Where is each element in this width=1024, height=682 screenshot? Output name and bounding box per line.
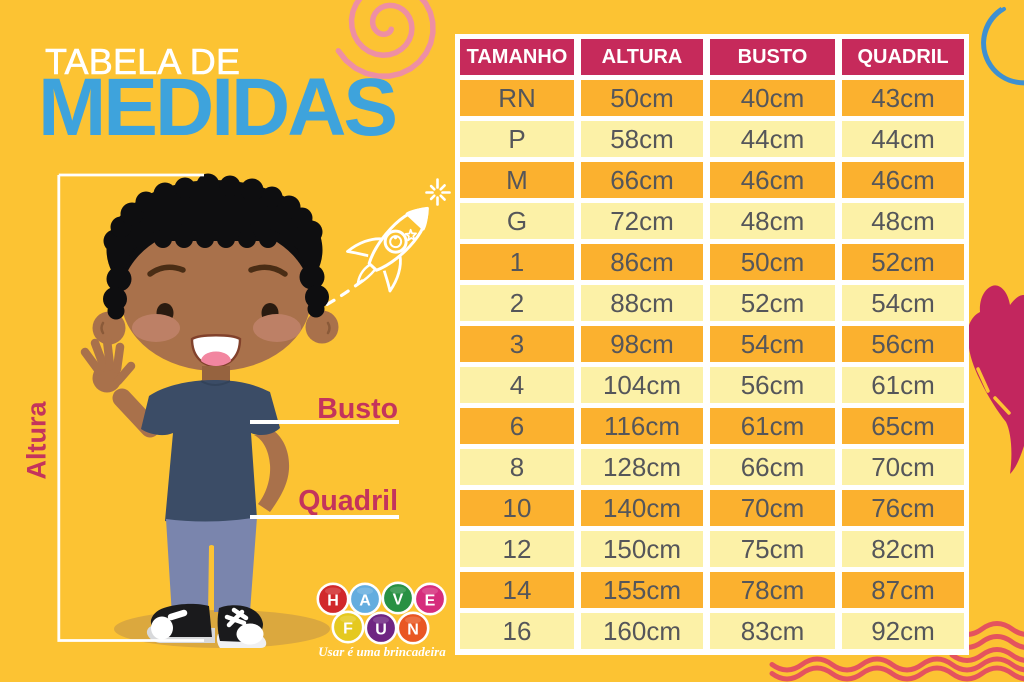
- svg-text:U: U: [375, 622, 387, 639]
- svg-text:A: A: [359, 593, 371, 610]
- svg-text:V: V: [393, 592, 404, 609]
- svg-text:N: N: [407, 622, 419, 639]
- svg-text:E: E: [425, 593, 436, 610]
- svg-text:F: F: [343, 621, 353, 638]
- svg-text:H: H: [327, 593, 339, 610]
